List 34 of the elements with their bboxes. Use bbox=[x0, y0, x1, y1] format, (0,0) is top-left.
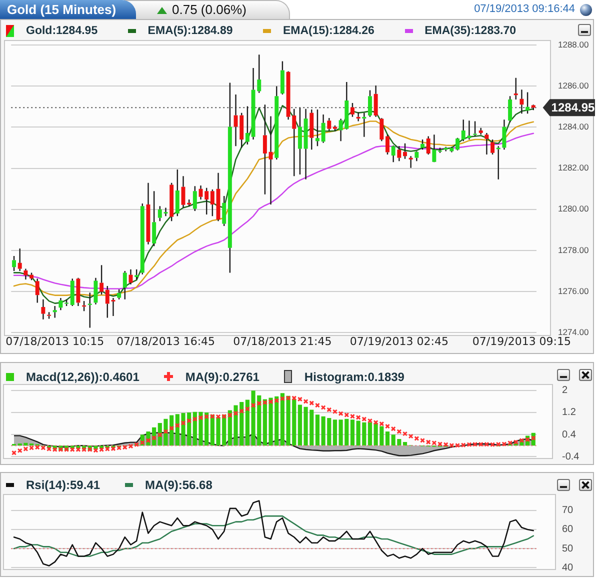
y-tick-label: 60 bbox=[562, 524, 574, 536]
y-tick-label: -0.4 bbox=[562, 451, 580, 462]
chart-subtitle: 0.75 (0.06%) bbox=[172, 2, 246, 17]
y-tick-label: 1286.00 bbox=[558, 80, 589, 90]
legend-label: EMA(35):1283.70 bbox=[424, 24, 516, 36]
y-tick-label: 1.2 bbox=[562, 407, 576, 418]
y-tick-label: 1282.00 bbox=[558, 162, 589, 173]
legend-label: Macd(12,26)):0.4601 bbox=[26, 370, 140, 384]
chart-title: Gold (15 Minutes) bbox=[7, 2, 116, 17]
legend-label: EMA(15):1284.26 bbox=[282, 24, 374, 36]
x-tick-label: 07/18/2013 10:15 bbox=[6, 335, 104, 348]
y-tick-label: 1288.00 bbox=[558, 39, 589, 50]
y-tick-label: 0.4 bbox=[562, 429, 576, 440]
y-tick-label: 1280.00 bbox=[558, 204, 589, 214]
legend-label: EMA(5):1284.89 bbox=[148, 24, 233, 36]
x-tick-label: 07/18/2013 16:45 bbox=[116, 335, 216, 348]
x-tick-label: 07/19/2013 09:15 bbox=[472, 335, 572, 348]
legend-title: Gold:1284.95 bbox=[26, 24, 98, 36]
y-tick-label: 1276.00 bbox=[558, 286, 589, 296]
y-tick-label: 1284.00 bbox=[558, 122, 589, 132]
ref-line-label: 1284.95 bbox=[551, 100, 596, 114]
y-tick-label: 2 bbox=[562, 385, 568, 396]
x-tick-label: 07/19/2013 02:45 bbox=[350, 335, 448, 348]
text: 07/19/2013 09:16:44 bbox=[474, 2, 575, 17]
legend-label: MA(9):0.2761 bbox=[185, 370, 260, 384]
y-tick-label: 1278.00 bbox=[558, 244, 589, 255]
y-tick-label: 40 bbox=[562, 562, 574, 574]
legend-label: Histogram:0.1839 bbox=[304, 370, 404, 384]
legend-label: MA(9):56.68 bbox=[145, 478, 212, 492]
x-tick-label: 07/18/2013 21:45 bbox=[233, 335, 332, 348]
y-tick-label: 1274.00 bbox=[558, 327, 589, 338]
y-tick-label: 50 bbox=[562, 543, 574, 554]
y-tick-label: 70 bbox=[562, 505, 574, 516]
legend-label: Rsi(14):59.41 bbox=[26, 478, 100, 492]
